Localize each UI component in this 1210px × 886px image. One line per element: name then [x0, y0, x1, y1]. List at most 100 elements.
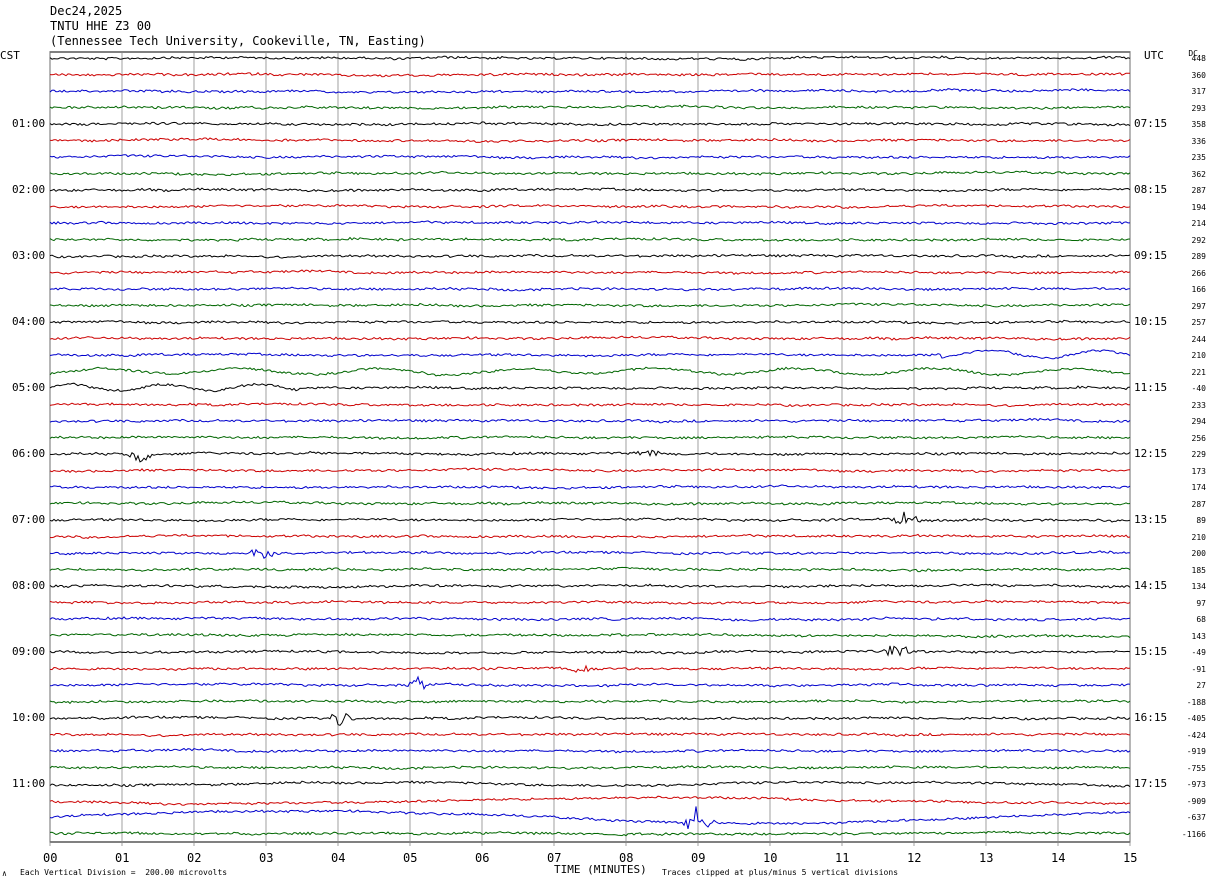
x-axis-title: TIME (MINUTES) [554, 863, 647, 876]
x-tick-label: 07 [547, 851, 562, 865]
trace-line-22 [49, 402, 1130, 408]
trace-line-47 [49, 806, 1131, 830]
right-hour-label: 08:15 [1134, 183, 1168, 196]
trace-line-2 [49, 71, 1130, 78]
trace-line-28 [49, 500, 1131, 506]
dc-offset-label: 200 [1191, 549, 1206, 558]
dc-offset-label: 336 [1191, 136, 1206, 146]
right-hour-label: 16:15 [1134, 711, 1168, 724]
left-hour-label: 08:00 [12, 579, 46, 592]
dc-offset-label: 362 [1191, 169, 1206, 179]
trace-line-27 [49, 484, 1131, 490]
dc-offset-label: 257 [1191, 318, 1206, 327]
dc-offset-label: -49 [1191, 648, 1206, 657]
chart-station: TNTU HHE Z3 00 [50, 19, 152, 33]
dc-offset-label: 289 [1191, 252, 1206, 261]
trace-line-41 [49, 712, 1131, 726]
left-hour-label: 02:00 [12, 183, 46, 196]
x-tick-label: 08 [619, 851, 634, 865]
left-hour-label: 04:00 [12, 315, 46, 328]
dc-offset-label: 294 [1191, 417, 1206, 426]
dc-offset-label: 244 [1191, 334, 1206, 344]
x-tick-label: 06 [475, 851, 490, 865]
dc-offset-label: 194 [1191, 202, 1206, 212]
trace-line-23 [49, 417, 1131, 424]
dc-offset-label: 173 [1191, 466, 1206, 476]
trace-line-12 [49, 236, 1131, 242]
scale-note: Each Vertical Division = 200.00 microvol… [20, 868, 228, 877]
dc-offset-label: 214 [1191, 219, 1206, 228]
trace-line-46 [49, 795, 1131, 806]
time-gridlines [49, 51, 1131, 846]
right-timezone-label: UTC [1144, 49, 1164, 62]
trace-line-43 [49, 747, 1131, 754]
dc-offset-label: 448 [1191, 54, 1206, 63]
dc-offset-label: 68 [1196, 615, 1206, 624]
trace-line-30 [49, 533, 1131, 539]
trace-line-19 [49, 349, 1131, 360]
left-timezone-label: CST [0, 49, 20, 62]
dc-offset-label: 266 [1191, 268, 1206, 278]
right-hour-label: 15:15 [1134, 645, 1168, 658]
dc-offset-label: -1166 [1181, 829, 1206, 839]
x-tick-label: 11 [835, 851, 850, 865]
left-hour-label: 05:00 [12, 381, 46, 394]
trace-line-44 [49, 765, 1131, 770]
left-hour-label: 07:00 [12, 513, 46, 526]
dc-offset-label: 317 [1191, 87, 1206, 96]
dc-offset-label: 297 [1191, 301, 1206, 311]
trace-line-32 [49, 566, 1131, 573]
seismic-traces [49, 55, 1131, 837]
right-hour-label: 07:15 [1134, 117, 1168, 130]
x-tick-label: 02 [187, 851, 202, 865]
dc-offset-label: -91 [1191, 664, 1206, 674]
dc-offset-label: 287 [1191, 186, 1206, 195]
trace-line-48 [49, 830, 1131, 837]
right-hour-label: 09:15 [1134, 249, 1168, 262]
trace-line-9 [49, 187, 1131, 193]
x-tick-label: 00 [43, 851, 58, 865]
chart-date: Dec24,2025 [50, 4, 123, 18]
trace-line-6 [49, 137, 1131, 143]
trace-line-31 [49, 548, 1131, 559]
dc-offset-label: 174 [1191, 483, 1206, 492]
dc-offset-label: -40 [1191, 384, 1206, 393]
trace-line-35 [49, 616, 1131, 622]
x-tick-label: 14 [1051, 851, 1066, 865]
trace-line-7 [49, 154, 1131, 160]
trace-line-4 [49, 104, 1131, 110]
trace-line-25 [49, 449, 1131, 463]
dc-offset-label: -973 [1186, 780, 1206, 789]
trace-line-38 [49, 664, 1131, 673]
chart-location: (Tennessee Tech University, Cookeville, … [50, 34, 426, 48]
dc-offset-label: 358 [1191, 120, 1206, 129]
trace-line-18 [49, 335, 1131, 341]
trace-line-10 [49, 203, 1131, 209]
trace-line-39 [49, 675, 1131, 691]
trace-line-13 [49, 253, 1131, 259]
right-hour-label: 12:15 [1134, 447, 1168, 460]
trace-line-42 [49, 732, 1131, 738]
trace-line-3 [49, 88, 1131, 94]
trace-line-37 [49, 645, 1131, 657]
right-hour-label: 14:15 [1134, 579, 1168, 592]
trace-line-33 [49, 583, 1131, 589]
dc-offset-label: -909 [1186, 796, 1206, 806]
dc-offset-label: -424 [1186, 730, 1206, 740]
right-hour-label: 13:15 [1134, 513, 1168, 526]
x-tick-label: 05 [403, 851, 418, 865]
dc-offset-label: 233 [1191, 400, 1206, 410]
dc-offset-label: 292 [1191, 235, 1206, 245]
dc-offset-label: 89 [1196, 516, 1206, 525]
trace-line-11 [49, 220, 1130, 226]
trace-line-40 [49, 698, 1131, 705]
x-tick-label: 04 [331, 851, 346, 865]
dc-offset-label: 185 [1191, 565, 1206, 575]
dc-offset-label: 229 [1191, 450, 1206, 459]
x-tick-label: 09 [691, 851, 706, 865]
clip-note: Traces clipped at plus/minus 5 vertical … [662, 868, 899, 877]
trace-line-14 [49, 269, 1131, 275]
left-hour-label: 03:00 [12, 249, 46, 262]
dc-offset-label: 166 [1191, 285, 1206, 294]
